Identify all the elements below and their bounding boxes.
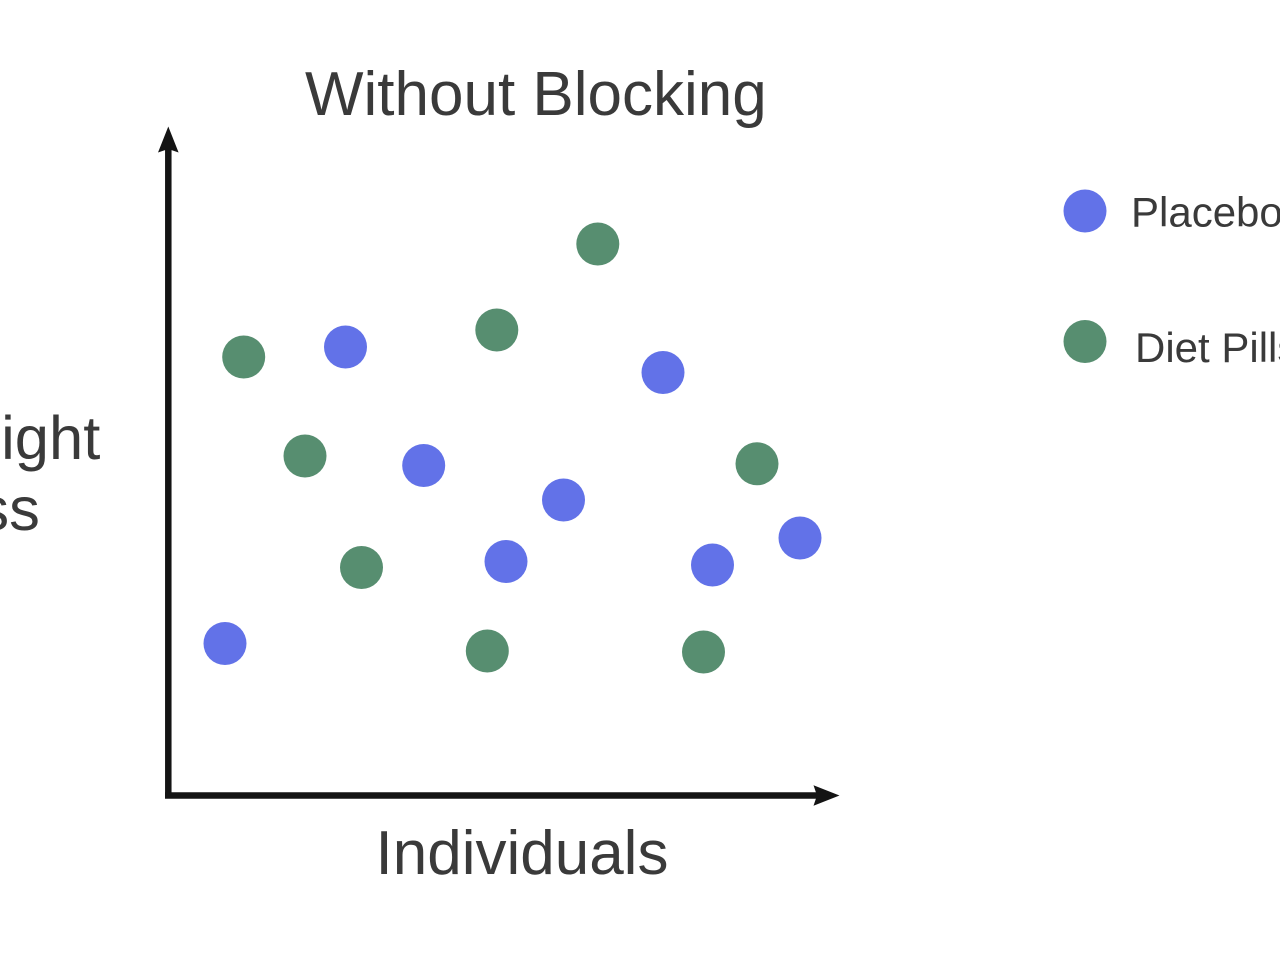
svg-text:Diet Pills: Diet Pills: [1135, 324, 1280, 371]
svg-text:Without Blocking: Without Blocking: [305, 60, 767, 129]
svg-text:Weight: Weight: [0, 404, 100, 473]
svg-text:Individuals: Individuals: [376, 819, 669, 888]
svg-text:Loss: Loss: [0, 475, 40, 544]
svg-text:Placebo: Placebo: [1131, 189, 1280, 236]
